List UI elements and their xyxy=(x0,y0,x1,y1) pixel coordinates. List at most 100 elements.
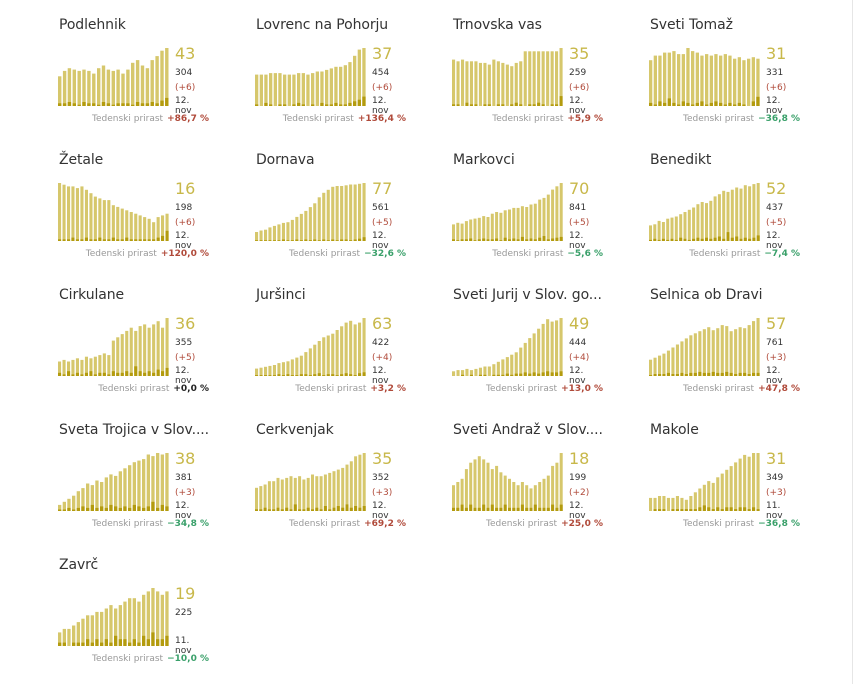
total-bar[interactable] xyxy=(98,355,102,376)
total-bar[interactable] xyxy=(278,73,282,106)
total-bar[interactable] xyxy=(353,55,357,106)
daily-bar[interactable] xyxy=(71,374,75,376)
total-bar[interactable] xyxy=(452,59,456,106)
daily-bar[interactable] xyxy=(76,507,80,511)
daily-bar[interactable] xyxy=(756,509,760,511)
total-bar[interactable] xyxy=(692,207,696,242)
total-bar[interactable] xyxy=(315,476,319,511)
daily-bar[interactable] xyxy=(752,372,756,376)
total-bar[interactable] xyxy=(698,331,702,376)
daily-bar[interactable] xyxy=(147,239,151,241)
total-bar[interactable] xyxy=(320,71,324,107)
total-bar[interactable] xyxy=(720,473,724,511)
daily-bar[interactable] xyxy=(111,237,115,241)
daily-bar[interactable] xyxy=(151,632,155,646)
total-bar[interactable] xyxy=(143,217,147,241)
daily-bar[interactable] xyxy=(460,504,464,511)
total-bar[interactable] xyxy=(496,361,500,376)
daily-bar[interactable] xyxy=(680,372,684,376)
daily-bar[interactable] xyxy=(137,506,141,511)
total-bar[interactable] xyxy=(72,495,76,511)
daily-bar[interactable] xyxy=(329,104,333,106)
daily-bar[interactable] xyxy=(728,102,732,106)
daily-bar[interactable] xyxy=(460,239,464,241)
total-bar[interactable] xyxy=(505,64,509,106)
daily-bar[interactable] xyxy=(255,240,259,241)
total-bar[interactable] xyxy=(283,74,287,106)
daily-bar[interactable] xyxy=(516,507,520,511)
total-bar[interactable] xyxy=(272,481,276,511)
daily-bar[interactable] xyxy=(325,104,329,106)
total-bar[interactable] xyxy=(550,321,554,376)
total-bar[interactable] xyxy=(340,186,344,241)
total-bar[interactable] xyxy=(541,51,545,106)
daily-bar[interactable] xyxy=(80,374,84,376)
daily-bar[interactable] xyxy=(653,104,657,107)
total-bar[interactable] xyxy=(649,497,653,511)
daily-bar[interactable] xyxy=(297,102,301,106)
daily-bar[interactable] xyxy=(80,239,84,241)
total-bar[interactable] xyxy=(538,199,542,241)
daily-bar[interactable] xyxy=(658,101,662,106)
total-bar[interactable] xyxy=(709,55,713,106)
daily-bar[interactable] xyxy=(255,509,258,511)
total-bar[interactable] xyxy=(289,476,293,511)
total-bar[interactable] xyxy=(751,57,755,106)
daily-bar[interactable] xyxy=(510,104,514,106)
total-bar[interactable] xyxy=(460,478,464,511)
total-bar[interactable] xyxy=(756,183,760,241)
daily-bar[interactable] xyxy=(483,104,487,106)
daily-bar[interactable] xyxy=(456,104,460,106)
daily-bar[interactable] xyxy=(106,103,111,106)
daily-bar[interactable] xyxy=(72,103,76,106)
total-bar[interactable] xyxy=(62,501,66,511)
daily-bar[interactable] xyxy=(132,639,136,646)
daily-bar[interactable] xyxy=(76,642,80,646)
total-bar[interactable] xyxy=(512,482,516,511)
total-bar[interactable] xyxy=(343,65,347,106)
daily-bar[interactable] xyxy=(559,504,563,511)
daily-bar[interactable] xyxy=(156,507,160,511)
total-bar[interactable] xyxy=(460,223,464,241)
total-bar[interactable] xyxy=(711,330,715,376)
total-bar[interactable] xyxy=(93,196,97,241)
total-bar[interactable] xyxy=(147,327,151,376)
total-bar[interactable] xyxy=(474,368,478,376)
total-bar[interactable] xyxy=(323,474,327,512)
total-bar[interactable] xyxy=(516,485,520,511)
daily-bar[interactable] xyxy=(120,239,124,241)
total-bar[interactable] xyxy=(546,319,550,376)
daily-bar[interactable] xyxy=(345,504,349,511)
total-bar[interactable] xyxy=(551,465,555,511)
daily-bar[interactable] xyxy=(698,507,702,511)
daily-bar[interactable] xyxy=(349,374,353,376)
total-bar[interactable] xyxy=(675,344,679,377)
total-bar[interactable] xyxy=(165,591,169,646)
daily-bar[interactable] xyxy=(281,239,285,242)
total-bar[interactable] xyxy=(649,359,653,376)
daily-bar[interactable] xyxy=(326,240,330,241)
total-bar[interactable] xyxy=(138,215,142,241)
daily-bar[interactable] xyxy=(340,374,344,376)
daily-bar[interactable] xyxy=(756,235,760,241)
daily-bar[interactable] xyxy=(304,374,308,376)
total-bar[interactable] xyxy=(519,347,523,376)
daily-bar[interactable] xyxy=(98,237,102,241)
daily-bar[interactable] xyxy=(649,239,652,241)
daily-bar[interactable] xyxy=(716,372,720,376)
total-bar[interactable] xyxy=(326,189,330,241)
daily-bar[interactable] xyxy=(653,238,657,241)
daily-bar[interactable] xyxy=(317,373,321,376)
total-bar[interactable] xyxy=(114,475,118,511)
total-bar[interactable] xyxy=(75,358,79,376)
daily-bar[interactable] xyxy=(86,639,90,646)
total-bar[interactable] xyxy=(137,601,141,646)
total-bar[interactable] xyxy=(456,222,460,241)
total-bar[interactable] xyxy=(156,217,160,241)
total-bar[interactable] xyxy=(142,459,146,511)
total-bar[interactable] xyxy=(290,219,294,241)
total-bar[interactable] xyxy=(555,51,559,106)
total-bar[interactable] xyxy=(477,456,481,511)
total-bar[interactable] xyxy=(555,186,559,241)
total-bar[interactable] xyxy=(514,352,518,376)
